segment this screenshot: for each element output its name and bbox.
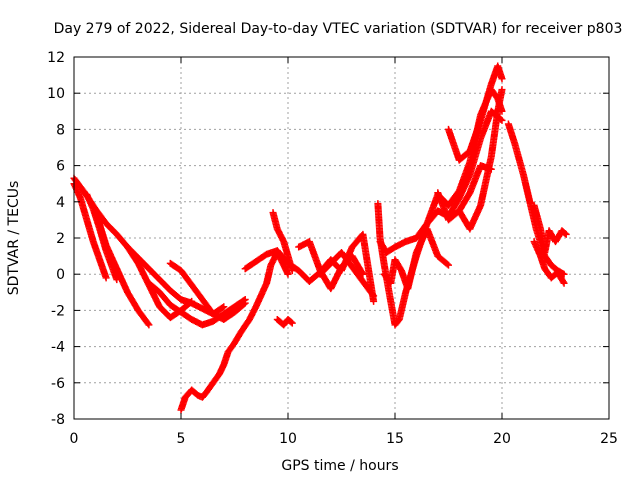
data-point-fill — [443, 260, 451, 268]
data-point-fill — [240, 296, 248, 304]
data-point — [487, 165, 495, 173]
x-tick-label: 15 — [386, 431, 404, 447]
data-point-fill — [144, 320, 152, 328]
data-point — [445, 261, 452, 269]
data-point — [562, 230, 570, 238]
y-tick-label: 0 — [56, 267, 65, 283]
x-axis-label: GPS time / hours — [281, 458, 398, 474]
y-tick-label: 12 — [47, 50, 65, 66]
plot-frame — [73, 56, 610, 420]
data-point-fill — [561, 229, 569, 237]
y-tick-label: -2 — [51, 303, 65, 319]
y-tick-label: 10 — [47, 86, 65, 102]
data-point — [241, 296, 249, 304]
data-point — [288, 319, 296, 327]
data-point-fill — [559, 278, 567, 286]
x-tick-label: 10 — [279, 431, 297, 447]
data-point — [145, 321, 153, 329]
y-axis-label: SDTVAR / TECUs — [6, 181, 22, 296]
data-point-fill — [219, 304, 227, 312]
x-tick-label: 20 — [493, 431, 511, 447]
x-tick-label: 5 — [177, 431, 186, 447]
data-point — [288, 267, 296, 275]
y-tick-label: -8 — [51, 412, 65, 428]
data-point — [102, 274, 110, 282]
y-tick-label: 8 — [56, 122, 65, 138]
axes: 0 5 10 15 20 25 -8 -6 -4 -2 0 2 4 6 8 10 12 — [47, 50, 618, 447]
data-point-fill — [369, 291, 377, 299]
x-tick-label: 0 — [70, 431, 79, 447]
data-point — [220, 303, 228, 311]
data-point — [498, 86, 506, 94]
y-tick-label: 4 — [56, 195, 65, 211]
data-point-fill — [187, 298, 195, 306]
y-tick-label: -6 — [51, 376, 65, 392]
y-tick-label: 2 — [56, 231, 65, 247]
data-point — [370, 292, 378, 300]
data-point — [284, 270, 292, 278]
x-tick-label: 25 — [600, 431, 618, 447]
chart-title: Day 279 of 2022, Sidereal Day-to-day VTE… — [54, 21, 623, 37]
data-point — [560, 279, 568, 287]
y-tick-label: -4 — [51, 340, 65, 356]
data-points — [70, 62, 570, 414]
data-point — [188, 297, 196, 305]
grid — [74, 57, 609, 419]
data-point — [498, 75, 506, 83]
y-tick-label: 6 — [56, 159, 65, 175]
data-point-fill — [287, 318, 295, 326]
